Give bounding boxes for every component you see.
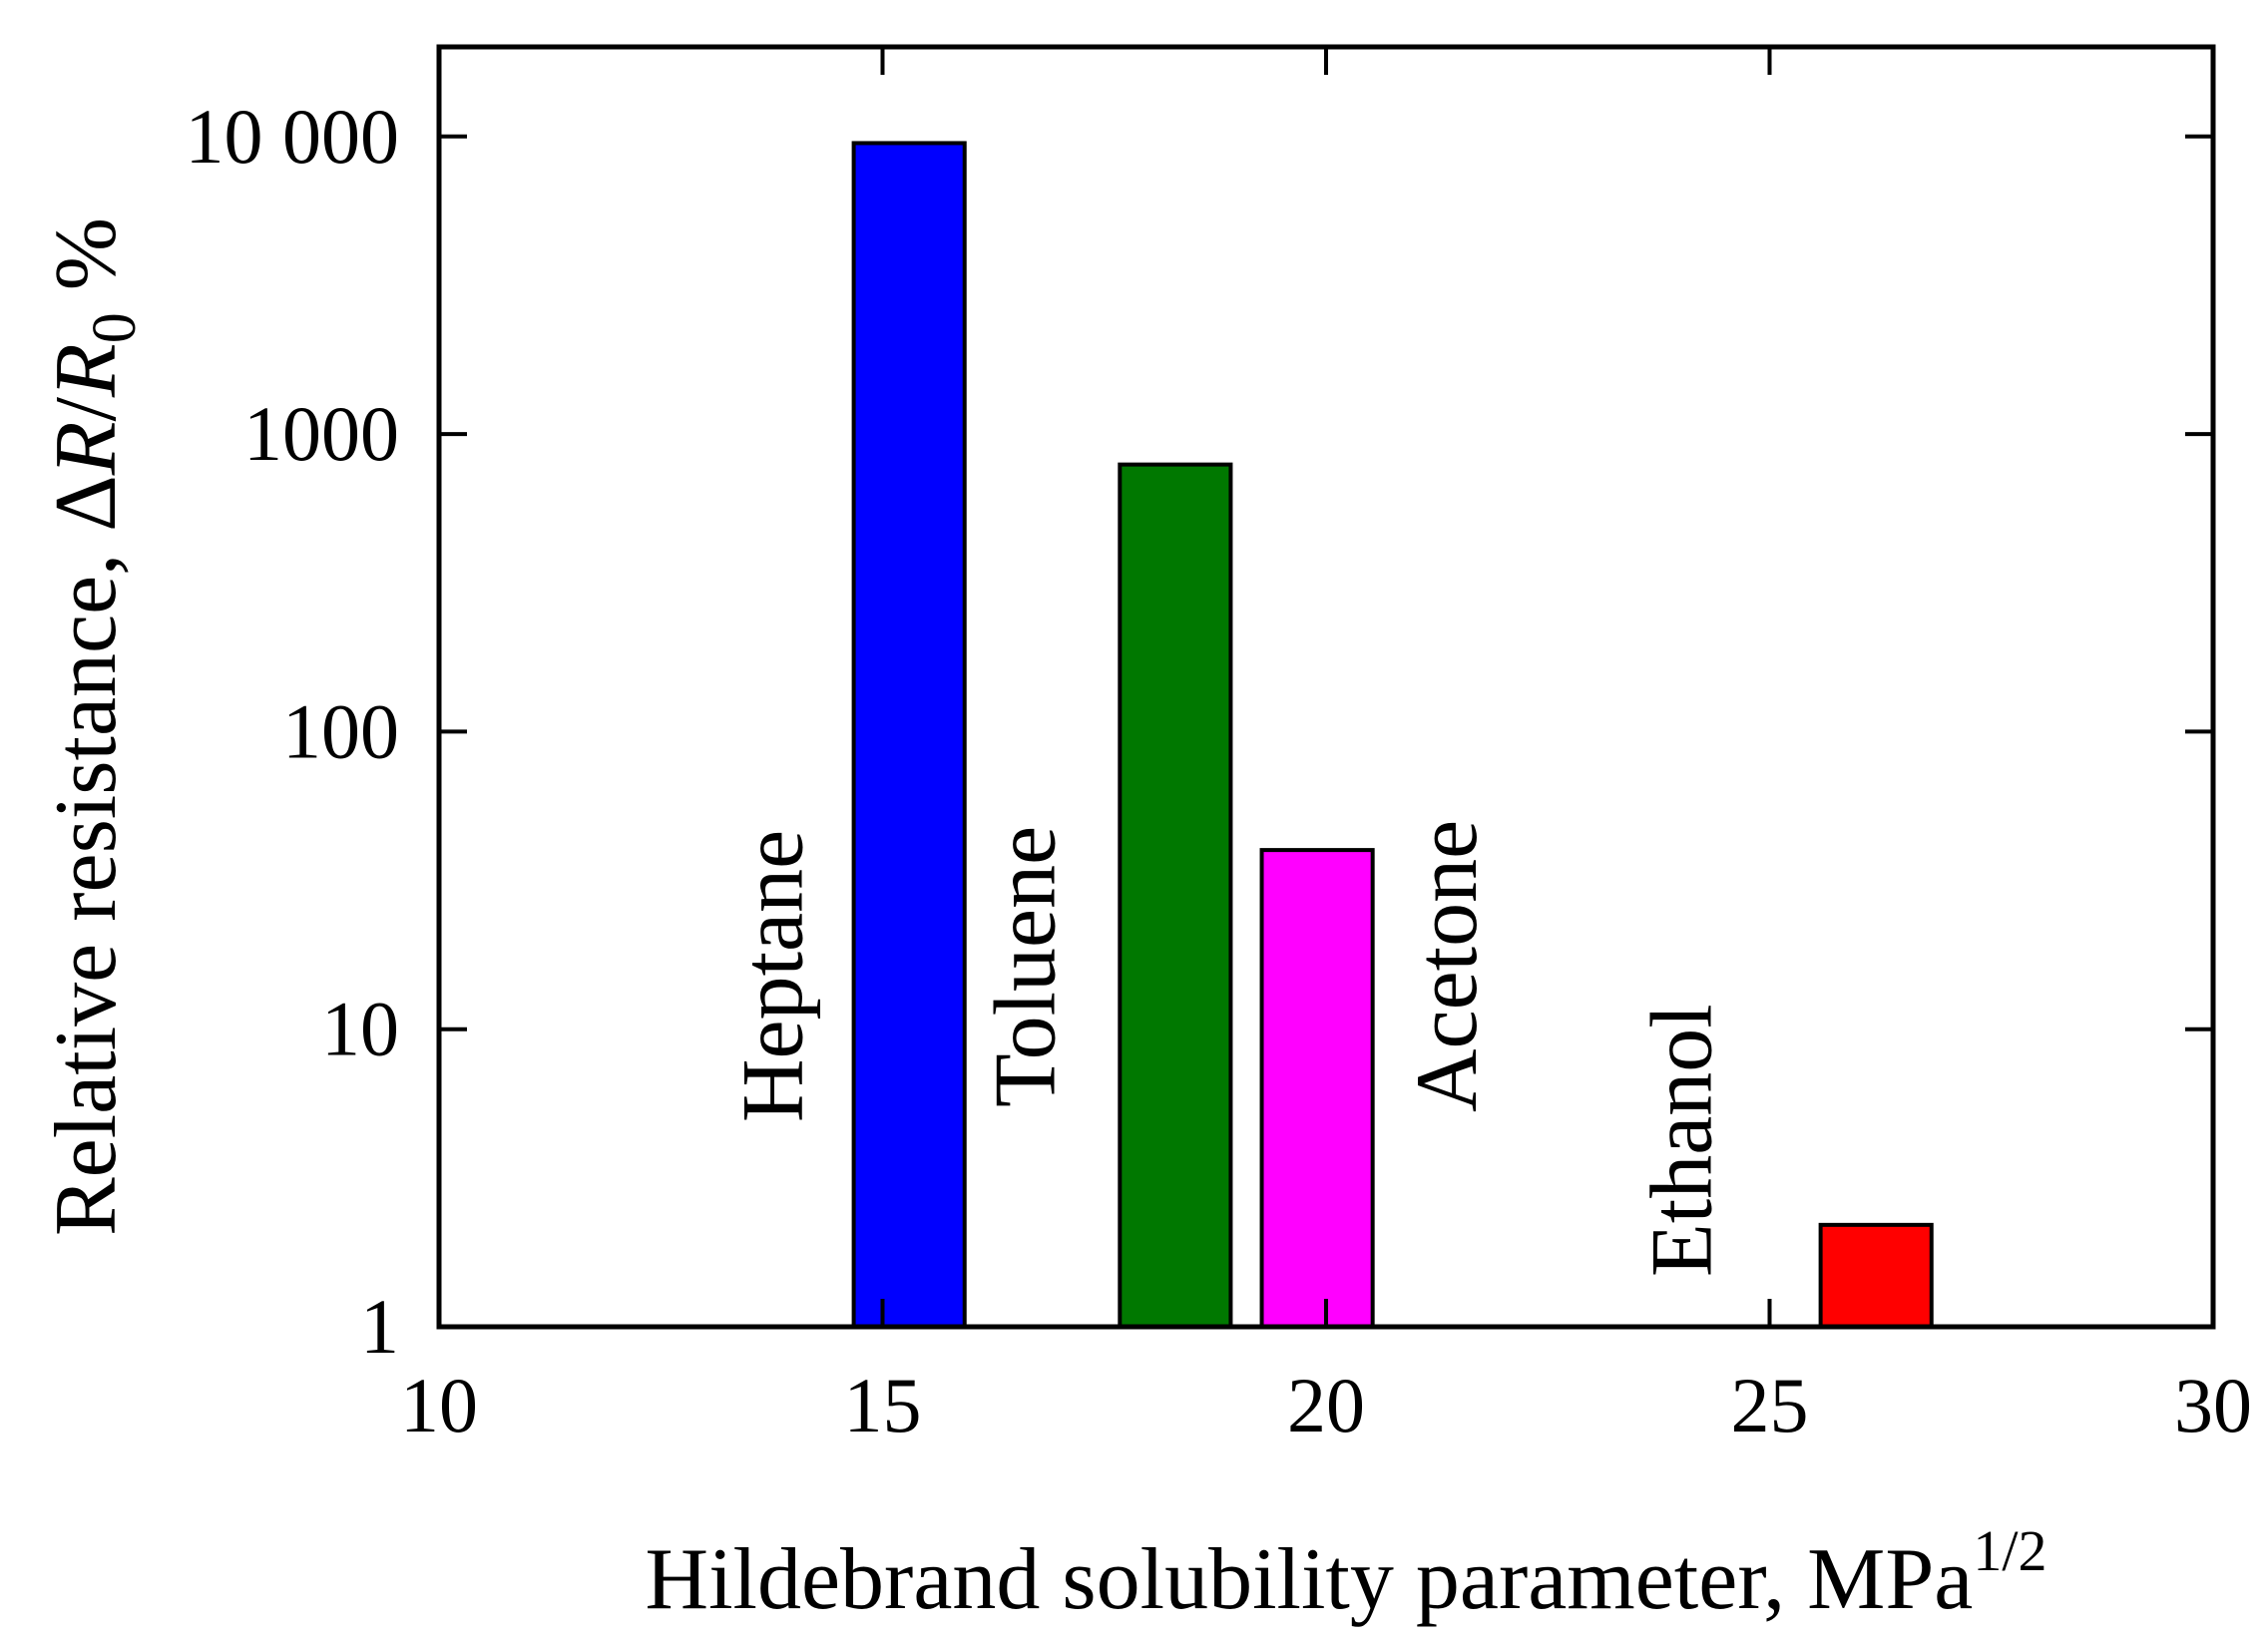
x-tick-label-15: 15 [844,1362,922,1448]
y-tick-label-1: 1 [360,1283,399,1370]
y-tick-label-100: 100 [282,687,399,774]
bar-label-heptane: Heptane [724,830,821,1122]
x-axis-title-text: Hildebrand solubility parameter, MPa [646,1531,1974,1628]
y-axis-title-var1: R [38,422,135,477]
y-axis-title-suffix: % [38,217,135,312]
y-axis-title-slash: / [38,397,135,422]
x-axis-title-superscript: 1/2 [1973,1518,2046,1583]
bar-label-toluene: Toluene [978,826,1075,1107]
y-axis-title-subscript: 0 [81,312,149,343]
x-tick-label-10: 10 [400,1362,478,1448]
x-axis-title: Hildebrand solubility parameter, MPa1/2 [646,1518,2047,1628]
bar-label-acetone: Acetone [1399,820,1496,1112]
y-tick-label-10000: 10 000 [186,93,400,180]
bar-heptane [851,141,967,1329]
y-tick-label-10: 10 [321,986,399,1072]
bar-label-ethanol: Ethanol [1634,1004,1731,1277]
x-tick-label-30: 30 [2174,1362,2252,1448]
y-axis-title-prefix: Relative resistance, Δ [38,475,135,1236]
bar-ethanol [1818,1222,1934,1330]
y-axis-title-var2: R [38,343,135,398]
bar-acetone [1259,848,1375,1329]
plot-frame [436,44,2216,1330]
bar-toluene [1118,462,1233,1329]
bars-layer [851,141,1934,1330]
x-tick-label-20: 20 [1287,1362,1365,1448]
y-axis-title: Relative resistance, ΔR/R0 % [38,217,149,1236]
bar-labels-layer: Heptane Toluene Acetone Ethanol [724,820,1730,1277]
x-tick-label-25: 25 [1731,1362,1809,1448]
y-tick-label-1000: 1000 [243,390,399,477]
